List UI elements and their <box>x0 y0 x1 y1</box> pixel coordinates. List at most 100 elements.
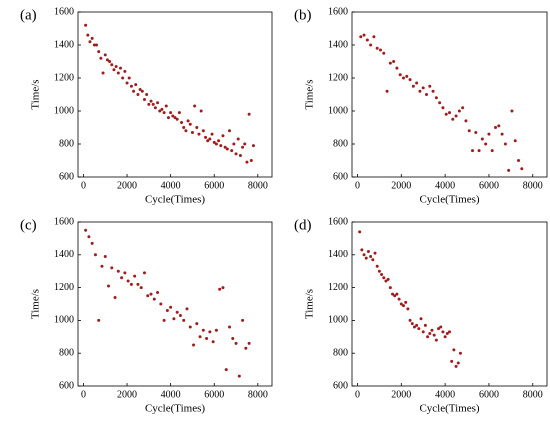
subplot: (b) 0 2000 4000 6000 8000 600 800 1000 1200 1400 16… <box>294 6 548 206</box>
point <box>218 287 222 291</box>
point <box>388 286 392 290</box>
subplot: (d) 0 2000 4000 6000 8000 600 800 1000 1200 1400 16… <box>294 216 548 415</box>
point <box>199 109 203 113</box>
point <box>195 322 199 326</box>
point <box>234 152 238 156</box>
point <box>384 279 388 283</box>
point <box>237 374 241 378</box>
point <box>123 69 127 73</box>
point <box>441 330 445 334</box>
point <box>362 33 366 37</box>
y-tick-label: 1600 <box>54 6 74 17</box>
point <box>103 53 107 57</box>
point <box>164 104 168 108</box>
point <box>360 248 364 252</box>
y-tick-label: 600 <box>333 380 348 391</box>
point <box>211 340 215 344</box>
point <box>146 294 150 298</box>
point <box>125 81 129 85</box>
point <box>182 318 186 322</box>
point <box>173 116 177 120</box>
point <box>205 336 209 340</box>
point <box>373 251 377 255</box>
point <box>149 99 153 103</box>
point <box>494 126 498 129</box>
x-tick-label: 2000 <box>391 389 411 400</box>
point <box>393 294 397 298</box>
point <box>251 144 255 148</box>
point <box>241 318 245 322</box>
point <box>408 318 412 322</box>
point <box>424 93 428 96</box>
subplot: (c) 0 2000 4000 6000 8000 600 800 1000 1200 1400 16… <box>20 216 273 415</box>
point <box>97 50 101 54</box>
point <box>457 109 461 113</box>
point <box>214 328 218 332</box>
point <box>103 254 107 258</box>
point <box>208 137 212 141</box>
point <box>510 109 514 113</box>
y-axis-label: Time/s <box>304 289 316 319</box>
point <box>236 137 240 141</box>
x-tick-label: 8000 <box>248 389 268 400</box>
point <box>244 346 248 350</box>
point <box>101 71 105 75</box>
point <box>391 292 395 296</box>
point <box>201 328 205 332</box>
point <box>219 144 223 148</box>
point <box>210 132 214 136</box>
point <box>193 104 197 108</box>
point <box>401 76 405 80</box>
panel-label: (b) <box>294 7 312 23</box>
x-tick-label: 0 <box>355 180 360 191</box>
point <box>380 272 384 276</box>
point <box>86 33 90 37</box>
point <box>147 102 151 106</box>
point <box>132 89 136 93</box>
point <box>520 167 524 171</box>
panel-label: (c) <box>20 217 37 233</box>
point <box>434 338 438 342</box>
point <box>249 159 253 162</box>
point <box>159 302 163 306</box>
point <box>467 129 471 133</box>
x-axis-label: Cycle(Times) <box>145 403 205 415</box>
x-tick-label: 4000 <box>161 389 181 400</box>
point <box>178 313 182 317</box>
x-axis-label: Cycle(Times) <box>419 403 479 415</box>
y-tick-label: 800 <box>333 138 348 149</box>
point <box>474 130 478 134</box>
point <box>156 101 160 105</box>
point <box>386 277 390 281</box>
point <box>145 93 149 96</box>
point <box>116 269 120 273</box>
point <box>421 330 425 334</box>
point <box>95 43 99 47</box>
point <box>421 86 425 90</box>
point <box>127 76 131 80</box>
y-tick-label: 1000 <box>54 315 74 326</box>
point <box>238 154 242 158</box>
y-tick-label: 1200 <box>54 282 74 293</box>
point <box>418 89 422 93</box>
point <box>156 291 160 295</box>
x-tick-label: 6000 <box>204 389 224 400</box>
panel-label: (a) <box>20 7 37 23</box>
point <box>90 241 94 245</box>
point <box>97 318 101 322</box>
point <box>362 253 366 257</box>
point <box>151 102 155 106</box>
point <box>434 96 438 100</box>
point <box>221 286 225 290</box>
point <box>445 332 449 336</box>
point <box>138 88 142 92</box>
point <box>107 284 111 288</box>
x-tick-label: 4000 <box>435 389 455 400</box>
point <box>234 341 238 345</box>
point <box>160 107 164 111</box>
point <box>126 279 130 283</box>
point <box>395 292 399 296</box>
point <box>426 335 430 339</box>
point <box>129 282 133 286</box>
